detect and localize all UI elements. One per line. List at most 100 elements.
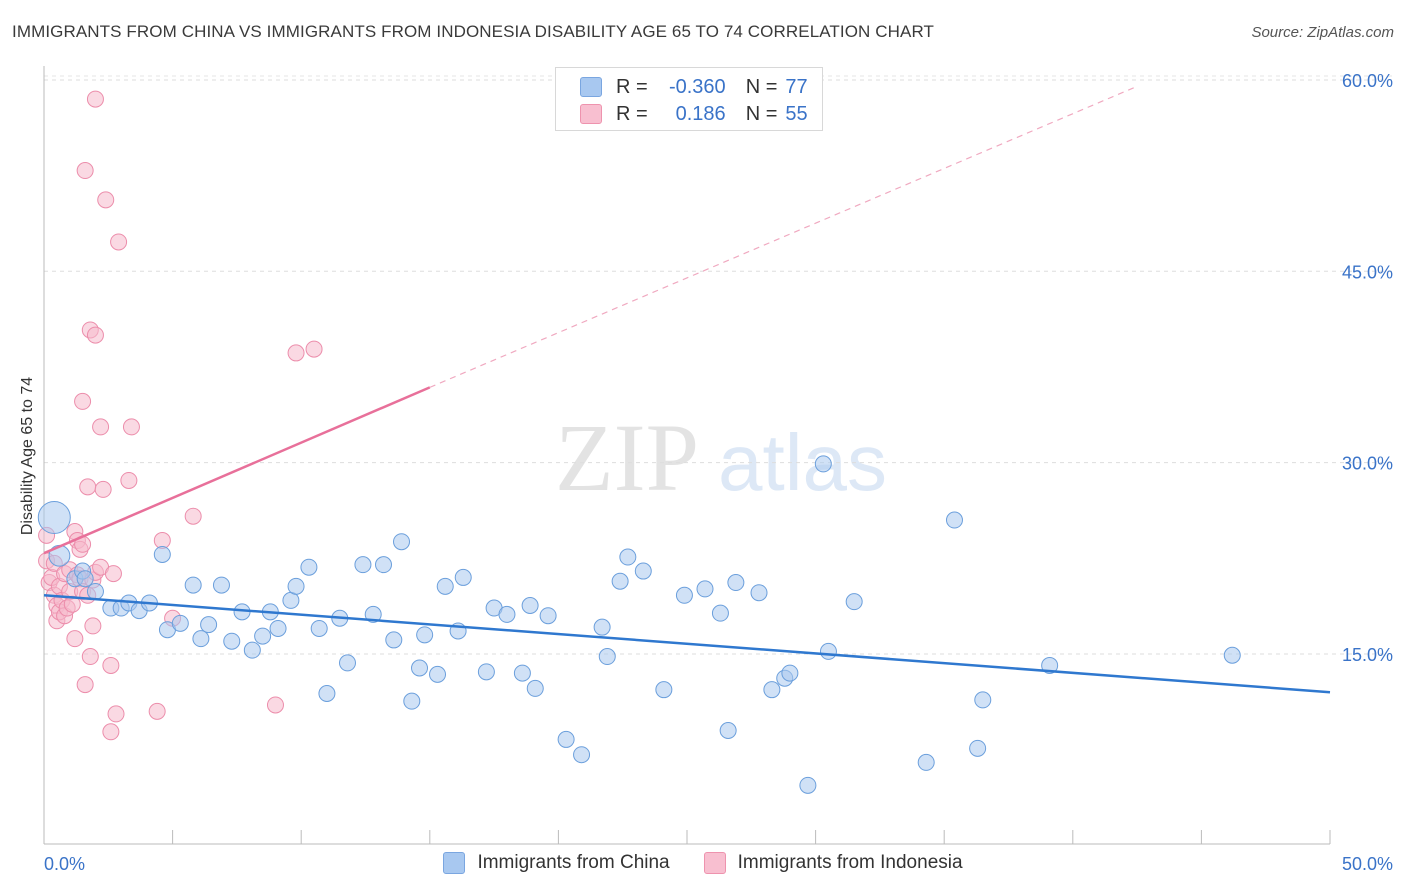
- china-trend-line: [43, 594, 1331, 694]
- china-point: [719, 721, 737, 739]
- china-point: [364, 605, 382, 623]
- china-point: [393, 533, 411, 551]
- y-tick-label: 15.0%: [1342, 645, 1393, 665]
- china-point: [1041, 656, 1059, 674]
- china-point: [598, 648, 616, 666]
- tick-labels: 15.0% 30.0% 45.0% 60.0% 0.0% 50.0%: [44, 71, 1393, 874]
- indonesia-point: [184, 507, 202, 525]
- watermark-atlas: atlas: [718, 418, 887, 507]
- trend-lines: [43, 85, 1331, 694]
- china-point: [526, 679, 544, 697]
- indonesia-trend-extension: [429, 85, 1138, 388]
- china-point: [974, 691, 992, 709]
- china-point: [557, 730, 575, 748]
- china-point: [416, 626, 434, 644]
- china-point: [799, 776, 817, 794]
- indonesia-point: [104, 565, 122, 583]
- china-point: [1223, 646, 1241, 664]
- indonesia-point: [66, 630, 84, 648]
- axes: [43, 66, 1331, 845]
- china-point: [619, 548, 637, 566]
- china-point: [477, 663, 495, 681]
- series-legend: Immigrants from China Immigrants from In…: [0, 852, 1406, 874]
- y-tick-label: 45.0%: [1342, 262, 1393, 282]
- china-point: [969, 739, 987, 757]
- china-point: [354, 556, 372, 574]
- chart-title: IMMIGRANTS FROM CHINA VS IMMIGRANTS FROM…: [12, 22, 935, 41]
- china-point: [184, 576, 202, 594]
- indonesia-point: [86, 326, 104, 344]
- legend-row-indonesia: R = 0.186 N = 55: [580, 101, 808, 127]
- china-point: [375, 556, 393, 574]
- source-credit: Source: ZipAtlas.com: [1251, 24, 1394, 41]
- china-points: [37, 455, 1241, 794]
- china-point: [86, 582, 104, 600]
- china-point: [223, 632, 241, 650]
- china-point: [539, 607, 557, 625]
- indonesia-point: [97, 191, 115, 209]
- china-point: [212, 576, 230, 594]
- x-tick-label-min: 0.0%: [44, 854, 85, 874]
- china-point: [845, 593, 863, 611]
- china-point: [171, 614, 189, 632]
- china-point: [611, 572, 629, 590]
- grid-lines: [44, 75, 1394, 655]
- indonesia-point: [76, 676, 94, 694]
- legend-r-value-china: -0.360: [668, 75, 726, 98]
- china-point: [454, 568, 472, 586]
- x-tick-label-max: 50.0%: [1342, 854, 1393, 874]
- china-point: [763, 681, 781, 699]
- indonesia-trend-line: [43, 386, 431, 555]
- china-point: [781, 664, 799, 682]
- china-point: [269, 619, 287, 637]
- indonesia-point: [305, 340, 323, 358]
- legend-swatch-indonesia-bottom: [703, 852, 726, 874]
- legend-n-value-china: 77: [785, 75, 808, 98]
- indonesia-point: [148, 702, 166, 720]
- china-point: [436, 577, 454, 595]
- china-point: [573, 746, 591, 764]
- china-point: [338, 654, 356, 672]
- indonesia-point: [94, 480, 112, 498]
- china-point: [153, 545, 171, 563]
- y-tick-label: 30.0%: [1342, 454, 1393, 474]
- legend-r-value-indonesia: 0.186: [675, 102, 726, 125]
- indonesia-point: [74, 392, 92, 410]
- indonesia-point: [122, 418, 140, 436]
- legend-r-label: R =: [616, 75, 648, 98]
- legend-item-indonesia[interactable]: Immigrants from Indonesia: [703, 852, 963, 874]
- china-point: [243, 641, 261, 659]
- china-point: [37, 500, 71, 534]
- indonesia-point: [266, 696, 284, 714]
- china-point: [521, 596, 539, 614]
- china-point: [287, 577, 305, 595]
- china-point: [696, 580, 714, 598]
- china-point: [593, 618, 611, 636]
- indonesia-point: [107, 705, 125, 723]
- china-point: [310, 619, 328, 637]
- china-point: [917, 753, 935, 771]
- watermark: ZIP atlas: [555, 404, 887, 511]
- indonesia-point: [86, 90, 104, 108]
- china-point: [513, 664, 531, 682]
- china-point: [819, 642, 837, 660]
- china-point: [429, 665, 447, 683]
- legend-row-china: R = -0.360 N = 77: [580, 74, 808, 100]
- legend-r-label: R =: [616, 102, 648, 125]
- legend-label-china: Immigrants from China: [477, 852, 670, 873]
- china-point: [403, 692, 421, 710]
- legend-item-china[interactable]: Immigrants from China: [443, 852, 670, 874]
- china-point: [385, 631, 403, 649]
- china-point: [200, 616, 218, 634]
- china-point: [192, 630, 210, 648]
- china-point: [318, 685, 336, 703]
- indonesia-point: [84, 617, 102, 635]
- indonesia-point: [102, 656, 120, 674]
- y-tick-label: 60.0%: [1342, 71, 1393, 91]
- legend-n-value-indonesia: 55: [785, 102, 808, 125]
- indonesia-point: [92, 418, 110, 436]
- indonesia-point: [110, 233, 128, 251]
- china-point: [655, 681, 673, 699]
- legend-swatch-china: [580, 77, 602, 97]
